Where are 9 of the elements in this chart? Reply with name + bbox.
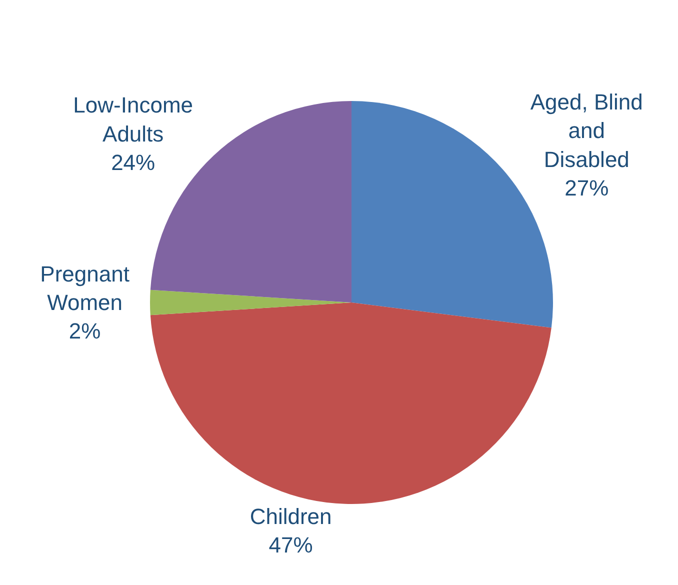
pie-slice	[150, 302, 552, 504]
data-label: 24%	[111, 150, 156, 175]
data-label: 47%	[268, 532, 313, 558]
slice-label: Aged, Blind and Disabled	[530, 90, 643, 172]
slice-label: Children	[250, 504, 332, 529]
data-label: 2%	[68, 318, 101, 344]
data-label: 27%	[564, 175, 609, 200]
slice-label: Pregnant Women	[40, 261, 130, 315]
slice-label: Low-Income Adults	[73, 92, 194, 146]
